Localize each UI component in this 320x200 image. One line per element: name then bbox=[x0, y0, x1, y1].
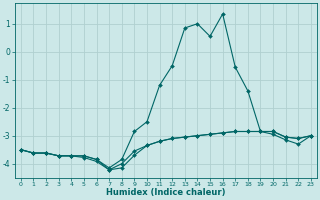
X-axis label: Humidex (Indice chaleur): Humidex (Indice chaleur) bbox=[106, 188, 226, 197]
